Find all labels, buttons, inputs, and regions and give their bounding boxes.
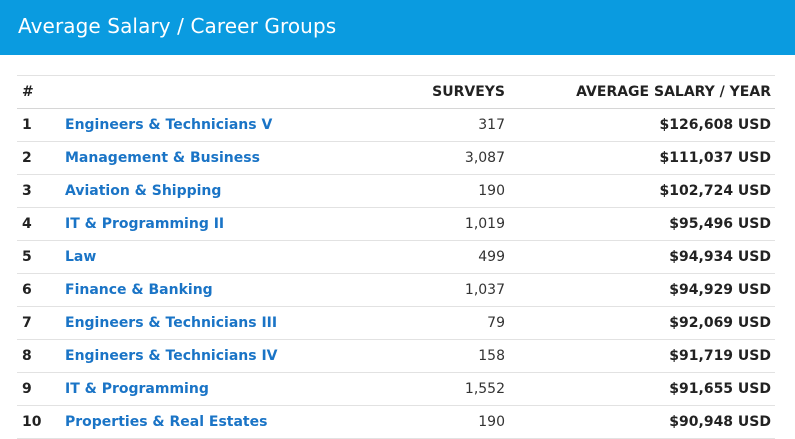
row-surveys: 3,087 (365, 141, 505, 175)
column-header-rank: # (17, 75, 65, 109)
row-average-salary: $91,655 USD (505, 372, 775, 406)
row-name-cell: Management & Business (65, 141, 365, 175)
row-name-cell: Finance & Banking (65, 273, 365, 307)
row-rank: 8 (17, 339, 65, 373)
row-name-cell: Law (65, 240, 365, 274)
row-average-salary: $91,719 USD (505, 339, 775, 373)
career-group-link[interactable]: Finance & Banking (65, 282, 213, 298)
row-name-cell: IT & Programming II (65, 207, 365, 241)
row-average-salary: $94,929 USD (505, 273, 775, 307)
row-average-salary: $92,069 USD (505, 306, 775, 340)
row-average-salary: $90,948 USD (505, 405, 775, 439)
table-row: 3 Aviation & Shipping 190 $102,724 USD (17, 174, 775, 208)
row-rank: 10 (17, 405, 65, 439)
row-rank: 1 (17, 108, 65, 142)
row-name-cell: Engineers & Technicians III (65, 306, 365, 340)
row-average-salary: $94,934 USD (505, 240, 775, 274)
career-group-link[interactable]: Management & Business (65, 150, 260, 166)
row-rank: 5 (17, 240, 65, 274)
row-surveys: 1,552 (365, 372, 505, 406)
row-surveys: 79 (365, 306, 505, 340)
career-group-link[interactable]: IT & Programming II (65, 216, 225, 232)
table-row: 7 Engineers & Technicians III 79 $92,069 US… (17, 306, 775, 340)
row-average-salary: $95,496 USD (505, 207, 775, 241)
page-title: Average Salary / Career Groups (18, 14, 337, 38)
row-rank: 2 (17, 141, 65, 175)
table-row: 9 IT & Programming 1,552 $91,655 USD (17, 372, 775, 406)
career-group-link[interactable]: IT & Programming (65, 381, 209, 397)
table-row: 4 IT & Programming II 1,019 $95,496 USD (17, 207, 775, 241)
row-rank: 9 (17, 372, 65, 406)
row-rank: 4 (17, 207, 65, 241)
row-average-salary: $111,037 USD (505, 141, 775, 175)
career-group-link[interactable]: Engineers & Technicians III (65, 315, 278, 331)
table-row: 8 Engineers & Technicians IV 158 $91,719 US… (17, 339, 775, 373)
row-surveys: 190 (365, 405, 505, 439)
row-name-cell: Properties & Real Estates (65, 405, 365, 439)
table-row: 6 Finance & Banking 1,037 $94,929 USD (17, 273, 775, 307)
career-group-link[interactable]: Law (65, 249, 97, 265)
row-surveys: 499 (365, 240, 505, 274)
row-rank: 6 (17, 273, 65, 307)
column-header-surveys[interactable]: SURVEYS (365, 75, 505, 109)
row-name-cell: Aviation & Shipping (65, 174, 365, 208)
row-rank: 3 (17, 174, 65, 208)
row-surveys: 158 (365, 339, 505, 373)
salary-table: # SURVEYS AVERAGE SALARY / YEAR 1 Enginee… (17, 75, 775, 439)
row-average-salary: $126,608 USD (505, 108, 775, 142)
column-header-name (65, 75, 365, 109)
row-name-cell: IT & Programming (65, 372, 365, 406)
column-header-salary[interactable]: AVERAGE SALARY / YEAR (505, 75, 775, 109)
table-row: 5 Law 499 $94,934 USD (17, 240, 775, 274)
row-surveys: 190 (365, 174, 505, 208)
row-surveys: 317 (365, 108, 505, 142)
row-name-cell: Engineers & Technicians V (65, 108, 365, 142)
table-header-row: # SURVEYS AVERAGE SALARY / YEAR (17, 75, 775, 109)
table-row: 10 Properties & Real Estates 190 $90,948 US… (17, 405, 775, 439)
career-group-link[interactable]: Engineers & Technicians V (65, 117, 273, 133)
table-header: # SURVEYS AVERAGE SALARY / YEAR (17, 75, 775, 109)
row-name-cell: Engineers & Technicians IV (65, 339, 365, 373)
table-row: 1 Engineers & Technicians V 317 $126,608 US… (17, 108, 775, 142)
career-group-link[interactable]: Aviation & Shipping (65, 183, 222, 199)
row-rank: 7 (17, 306, 65, 340)
page-header: Average Salary / Career Groups (0, 0, 795, 55)
career-group-link[interactable]: Engineers & Technicians IV (65, 348, 278, 364)
table-row: 2 Management & Business 3,087 $111,037 USD (17, 141, 775, 175)
career-group-link[interactable]: Properties & Real Estates (65, 414, 268, 430)
table-body: 1 Engineers & Technicians V 317 $126,608 US… (17, 108, 775, 439)
row-surveys: 1,037 (365, 273, 505, 307)
salary-table-container: # SURVEYS AVERAGE SALARY / YEAR 1 Enginee… (17, 75, 775, 439)
row-surveys: 1,019 (365, 207, 505, 241)
row-average-salary: $102,724 USD (505, 174, 775, 208)
